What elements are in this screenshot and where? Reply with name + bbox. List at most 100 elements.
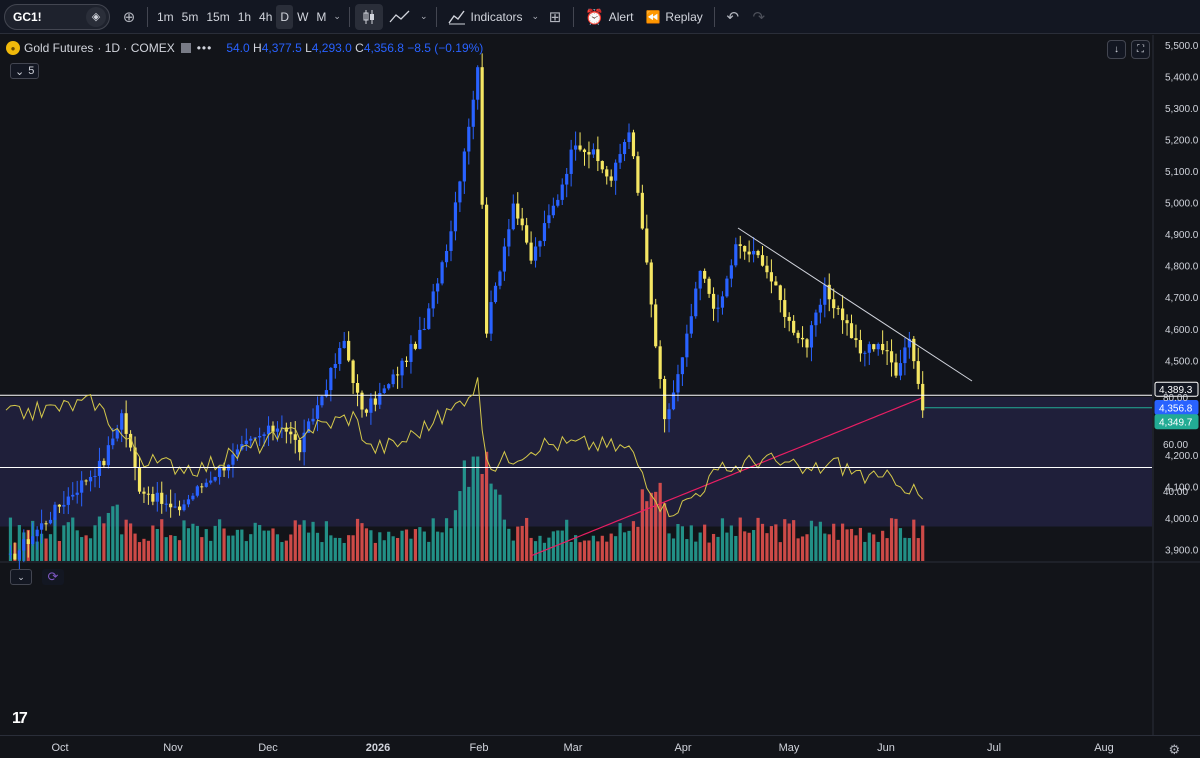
candle-body [743,245,747,252]
candle [146,486,150,505]
candle [440,260,444,286]
candle [244,428,248,451]
market-status-icon [180,43,191,53]
candle [311,408,315,425]
volume-bar [525,517,529,561]
legend-name[interactable]: Gold Futures [24,41,94,55]
time-label: Nov [163,742,183,754]
indicator-collapse-toggle[interactable]: ⌄ 5 [10,63,40,79]
timeframe-15m[interactable]: 15m [206,9,230,24]
candle-body [62,504,66,507]
volume-bar [725,532,729,561]
candle-style-button[interactable] [354,3,383,30]
volume-bar [898,528,903,561]
timeframe-w[interactable]: W [297,9,309,24]
candle [596,136,600,172]
volume-bar [836,539,840,561]
add-symbol-icon[interactable]: ⊕ [122,8,136,26]
volume-bar [222,528,226,561]
time-axis[interactable]: Oct Nov Dec 2026 Feb Mar Apr May Jun Jul… [0,735,1200,758]
volume-bar [373,542,377,561]
volume-bar [800,536,805,561]
candle [760,246,765,267]
alert-label: Alert [608,9,634,24]
redo-icon[interactable]: ↷ [752,8,766,26]
volume-bar [324,521,328,561]
volume-bar [916,538,920,561]
time-label: Aug [1094,742,1114,754]
candle [133,436,137,481]
candle-body [489,302,493,334]
price-tick-label: 4,800.0 [1165,262,1199,273]
candle [707,276,711,298]
price-tick-label: 5,400.0 [1165,73,1199,84]
candle [489,290,493,342]
settings-gear-icon[interactable]: ⚙ [1168,742,1181,757]
price-tick-label: 5,300.0 [1165,104,1199,115]
volume-bar [618,523,622,561]
layout-grid-icon[interactable]: ⊞ [548,8,562,26]
candle [427,303,431,330]
candle-body [26,539,30,544]
candle [66,487,70,515]
candle-body [903,347,907,364]
candle-body [427,308,431,329]
timeframe-m[interactable]: M [316,9,327,24]
candle [823,277,827,318]
candle [106,436,110,469]
volume-bar [747,532,751,561]
volume-bar [235,529,239,561]
volume-bar [204,529,208,561]
timeframe-1m[interactable]: 1m [157,9,174,24]
rsi-collapse-icon[interactable]: ⌄ [10,569,32,585]
candle [204,478,208,488]
download-icon[interactable]: ↓ [1107,40,1126,59]
volume-bar [418,527,422,561]
volume-bar [88,538,93,561]
line-style-button[interactable] [383,4,417,30]
candle [805,338,809,358]
candle-body [725,278,729,297]
timeframe-d[interactable]: D [276,4,294,29]
candle-body [387,384,391,389]
tradingview-logo[interactable]: 17 [12,710,28,727]
candle-body [671,392,676,410]
price-tick-label: 4,200.0 [1165,451,1199,462]
candle [765,255,769,279]
timeframe-1h[interactable]: 1h [237,9,252,24]
candle-body [40,523,44,530]
volume-bar [382,540,386,561]
chart-type-dropdown-icon[interactable]: ⌄ [419,11,428,21]
replay-button[interactable]: ⏪ Replay [639,4,708,30]
candle [636,151,640,196]
volume-bar [186,528,191,561]
candle-body [832,299,836,309]
compare-icon[interactable]: ◈ [86,6,106,27]
more-options-icon[interactable]: ••• [196,41,213,55]
volume-bar [538,535,542,561]
fullscreen-icon[interactable]: ⛶ [1131,40,1150,59]
candle [53,501,57,526]
candle [462,148,466,194]
indicators-button[interactable]: Indicators [442,4,529,30]
candle [342,332,346,349]
chart-canvas[interactable]: 5,500.0 5,400.0 5,300.0 5,200.0 5,100.0 5,000… [0,35,1200,735]
candle-body [351,360,355,384]
volume-bar [195,525,199,561]
symbol-search[interactable]: GC1! ◈ [4,3,110,30]
candle-body [204,482,208,487]
volume-bar [449,528,453,561]
candle [720,291,725,315]
alert-button[interactable]: ⏰ Alert [579,4,639,30]
indicators-dropdown-icon[interactable]: ⌄ [531,11,540,21]
volume-bar [556,530,560,561]
timeframe-4h[interactable]: 4h [259,9,273,24]
candle [698,270,702,301]
candle-body [266,425,271,435]
undo-icon[interactable]: ↶ [726,8,740,26]
timeframe-5m[interactable]: 5m [181,9,199,24]
volume-bar [694,541,698,561]
candle-body [289,431,293,435]
candle-body [431,291,435,309]
timeframe-dropdown-icon[interactable]: ⌄ [333,11,341,21]
